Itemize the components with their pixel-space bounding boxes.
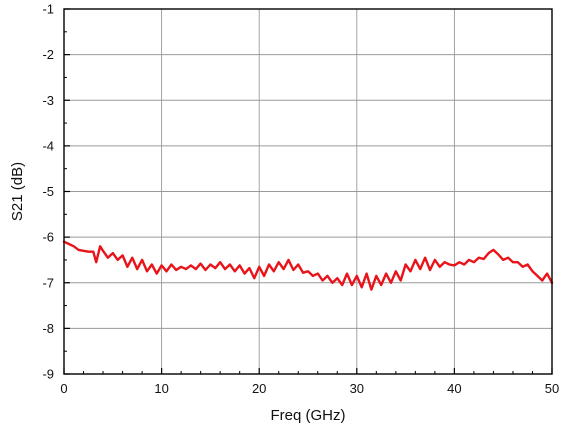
x-axis-title: Freq (GHz) bbox=[271, 407, 346, 424]
x-tick-label: 20 bbox=[252, 381, 266, 396]
x-tick-label: 0 bbox=[60, 381, 67, 396]
y-axis-title: S21 (dB) bbox=[9, 162, 26, 221]
y-tick-label: -2 bbox=[42, 47, 54, 62]
series-layer bbox=[62, 240, 554, 291]
axis-ticks bbox=[63, 8, 553, 375]
y-tick-label: -8 bbox=[42, 321, 54, 336]
x-tick-label: 10 bbox=[154, 381, 168, 396]
tick-labels: 0 10 20 30 40 50 -1 -2 -3 -4 -5 -6 -7 -8 -9 bbox=[42, 2, 559, 397]
y-tick-label: -7 bbox=[42, 275, 54, 290]
x-tick-label: 30 bbox=[350, 381, 364, 396]
x-tick-label: 40 bbox=[447, 381, 461, 396]
y-tick-label: -6 bbox=[42, 230, 54, 245]
y-tick-label: -1 bbox=[42, 2, 54, 17]
grid-lines bbox=[64, 9, 552, 374]
y-tick-label: -3 bbox=[42, 93, 54, 108]
series-line bbox=[62, 240, 554, 291]
y-tick-label: -4 bbox=[42, 138, 54, 153]
y-tick-label: -5 bbox=[42, 184, 54, 199]
x-tick-label: 50 bbox=[545, 381, 559, 396]
y-tick-label: -9 bbox=[42, 367, 54, 382]
